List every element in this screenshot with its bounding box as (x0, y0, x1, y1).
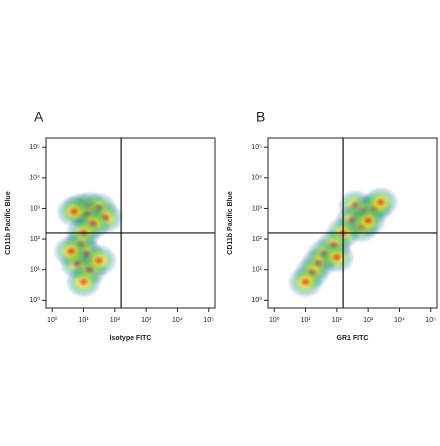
x-axis-title: GR1 FITC (337, 335, 369, 342)
density-cloud (318, 241, 355, 274)
x-tick-label: 10⁰ (47, 316, 58, 324)
y-axis-title: CD11b Pacific Blue (5, 191, 12, 255)
x-tick-label: 10⁴ (394, 317, 405, 324)
panel-label: B (256, 109, 265, 125)
density-cloud (362, 186, 399, 219)
y-tick-label: 10¹ (30, 267, 41, 274)
y-tick-label: 10⁴ (251, 175, 262, 182)
x-tick-label: 10⁵ (203, 317, 214, 324)
y-tick-label: 10⁰ (251, 296, 262, 304)
density-cloud (81, 244, 118, 277)
plot-frame (45, 137, 216, 309)
y-tick-label: 10² (30, 236, 41, 243)
y-tick-label: 10² (252, 236, 263, 243)
density-cloud (287, 265, 324, 298)
x-tick-label: 10³ (141, 317, 152, 324)
y-tick-label: 10³ (252, 205, 263, 212)
density-cloud (53, 235, 90, 268)
x-tick-label: 10² (110, 317, 121, 324)
y-tick-label: 10³ (30, 205, 41, 212)
plot-frame (267, 137, 438, 309)
x-tick-label: 10¹ (300, 317, 311, 324)
x-axis-title: Isotype FITC (109, 335, 151, 342)
y-tick-label: 10¹ (252, 267, 263, 274)
x-tick-label: 10³ (363, 317, 374, 324)
x-tick-label: 10² (332, 317, 343, 324)
x-tick-label: 10⁴ (172, 317, 183, 324)
x-tick-label: 10¹ (78, 317, 89, 324)
y-tick-label: 10⁵ (29, 144, 40, 151)
panel-label: A (34, 109, 44, 125)
y-tick-label: 10⁴ (29, 175, 40, 182)
x-tick-label: 10⁰ (269, 316, 280, 324)
y-tick-label: 10⁰ (29, 296, 40, 304)
x-tick-label: 10⁵ (425, 317, 436, 324)
y-tick-label: 10⁵ (251, 144, 262, 151)
y-axis-title: CD11b Pacific Blue (227, 191, 234, 255)
